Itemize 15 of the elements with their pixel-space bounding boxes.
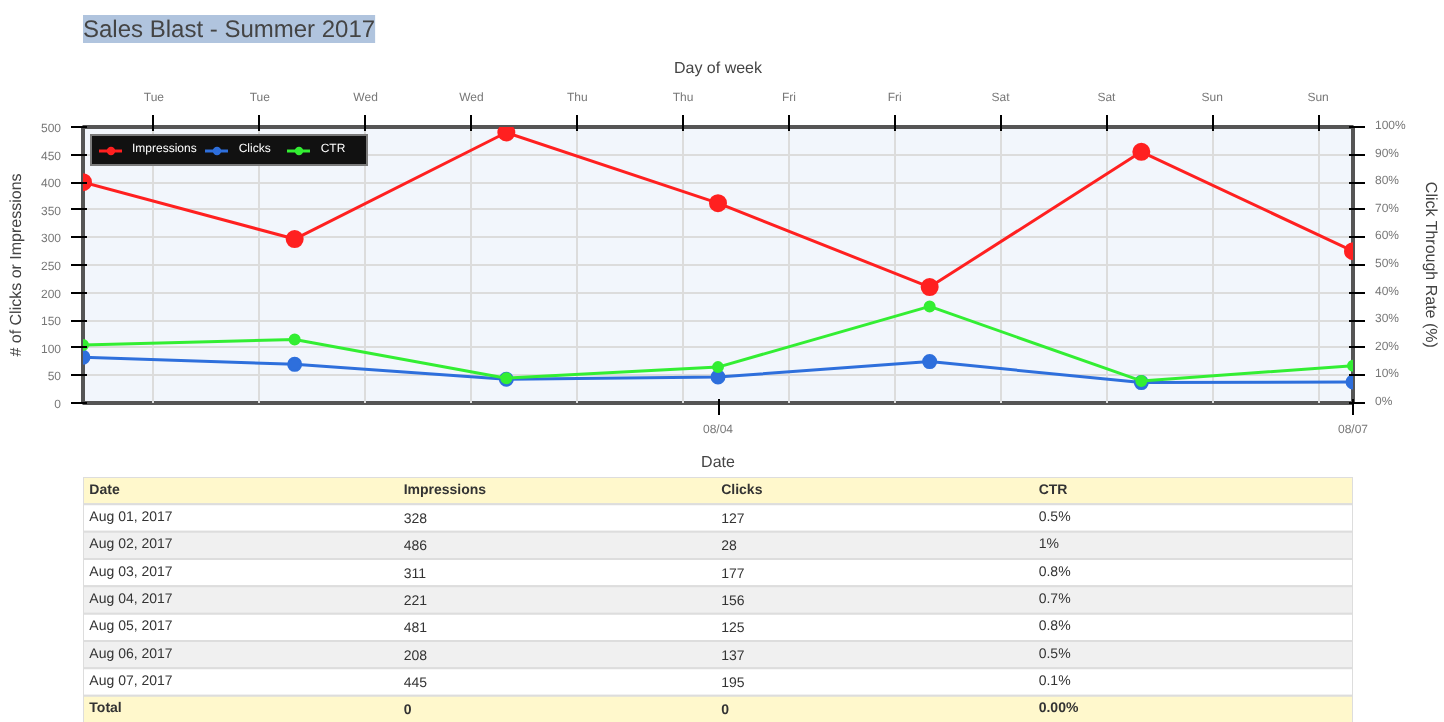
point — [920, 278, 939, 297]
point — [922, 354, 938, 370]
point — [712, 361, 724, 374]
y2-axis-title: Click Through Rate (%) — [1421, 181, 1440, 349]
chart-title: Sales Blast - Summer 2017 — [83, 15, 376, 43]
x2-axis-title: Day of week — [673, 59, 765, 77]
point — [285, 230, 304, 249]
point — [497, 127, 516, 142]
point — [923, 300, 936, 313]
y-axis-title: # of Clicks or Impressions — [6, 173, 25, 357]
point — [287, 356, 303, 372]
point — [709, 194, 727, 213]
point — [288, 333, 301, 346]
point — [1132, 142, 1151, 161]
x-axis-title: Date — [701, 453, 736, 471]
